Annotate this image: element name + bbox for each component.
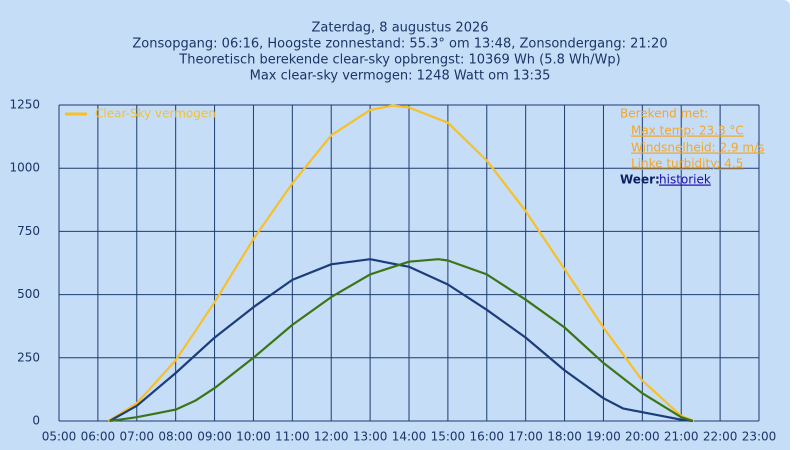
x-tick-label: 09:00 xyxy=(197,430,232,444)
chart-title: Zaterdag, 8 augustus 2026 xyxy=(311,21,488,36)
x-tick-label: 10:00 xyxy=(236,430,271,444)
weather-label: Weer: xyxy=(620,173,660,187)
x-tick-label: 23:00 xyxy=(742,430,777,444)
x-tick-label: 18:00 xyxy=(547,430,582,444)
weather-link[interactable]: historiek xyxy=(659,173,711,187)
x-tick-label: 22:00 xyxy=(703,430,738,444)
x-tick-label: 19:00 xyxy=(586,430,621,444)
info-box: Berekend met: Max temp: 23.8 °C Windsnel… xyxy=(620,107,764,187)
x-tick-label: 13:00 xyxy=(353,430,388,444)
chart-subtitle: Zonsopgang: 06:16, Hoogste zonnestand: 5… xyxy=(132,37,667,52)
legend-label: Clear-Sky vermogen xyxy=(95,107,216,121)
x-tick-label: 06:00 xyxy=(81,430,116,444)
chart-subtitle: Theoretisch berekende clear-sky opbrengs… xyxy=(178,53,620,68)
info-item[interactable]: Linke turbidity: 4.5 xyxy=(631,157,743,171)
x-tick-label: 05:00 xyxy=(42,430,77,444)
x-tick-label: 16:00 xyxy=(469,430,504,444)
info-item[interactable]: Windsnelheid: 2.9 m/s xyxy=(631,141,764,155)
legend: Clear-Sky vermogen xyxy=(65,107,216,121)
y-tick-label: 1250 xyxy=(9,98,40,112)
grid: 0 250 500 750 1000 1250 05:00 06:00 07:00 08:00 09… xyxy=(9,98,776,444)
x-tick-label: 08:00 xyxy=(158,430,193,444)
chart-subtitle: Max clear-sky vermogen: 1248 Watt om 13:… xyxy=(250,69,551,84)
series-line xyxy=(107,104,695,423)
x-tick-label: 12:00 xyxy=(314,430,349,444)
lines xyxy=(107,104,695,423)
x-tick-label: 21:00 xyxy=(664,430,699,444)
x-tick-label: 15:00 xyxy=(431,430,466,444)
info-heading: Berekend met: xyxy=(620,107,708,121)
y-tick-label: 500 xyxy=(17,287,40,301)
x-tick-label: 20:00 xyxy=(625,430,660,444)
y-tick-label: 750 xyxy=(17,224,40,238)
series-line xyxy=(109,258,694,423)
y-tick-label: 250 xyxy=(17,350,40,364)
y-tick-label: 1000 xyxy=(9,161,40,175)
x-tick-label: 17:00 xyxy=(508,430,543,444)
x-tick-label: 14:00 xyxy=(392,430,427,444)
series-line xyxy=(109,258,694,423)
info-item[interactable]: Max temp: 23.8 °C xyxy=(631,124,744,138)
y-tick-label: 0 xyxy=(32,414,40,428)
x-tick-label: 07:00 xyxy=(119,430,154,444)
x-tick-label: 11:00 xyxy=(275,430,310,444)
